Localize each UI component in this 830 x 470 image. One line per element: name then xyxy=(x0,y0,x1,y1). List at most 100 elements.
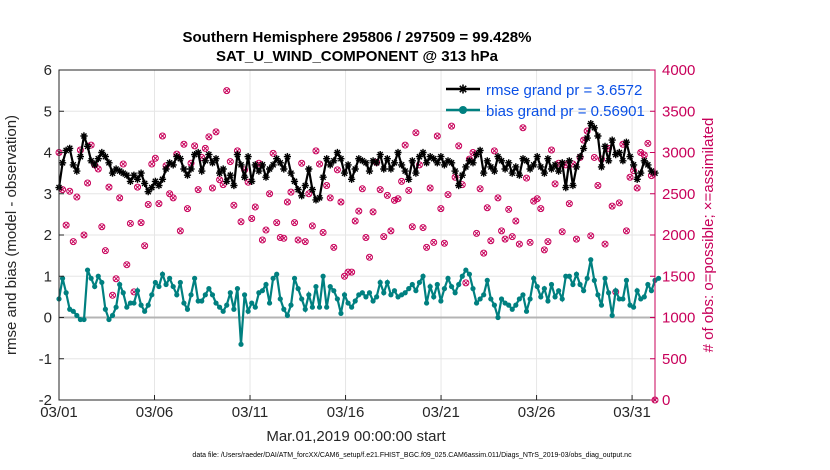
bias-point xyxy=(224,302,230,308)
rmse-point xyxy=(644,161,652,169)
rmse-point xyxy=(158,175,167,183)
bias-point xyxy=(573,271,580,277)
bias-point xyxy=(334,296,340,302)
assimilated-obs-point xyxy=(509,233,515,240)
assimilated-obs-point xyxy=(423,244,430,251)
bias-point xyxy=(481,292,487,298)
y2-tick-label: 1500 xyxy=(662,268,695,285)
rmse-point xyxy=(183,171,192,179)
possible-obs-point xyxy=(383,191,391,199)
possible-obs-point xyxy=(201,144,209,152)
assimilated-obs-point xyxy=(338,199,344,205)
bias-point xyxy=(84,267,91,273)
possible-obs-point xyxy=(483,204,491,212)
assimilated-obs-point xyxy=(99,223,105,230)
y2-tick-label: 0 xyxy=(662,392,670,409)
y2-tick-label: 4000 xyxy=(662,62,695,79)
rmse-point xyxy=(244,153,252,161)
possible-obs-point xyxy=(426,184,434,192)
bias-series xyxy=(56,257,662,347)
assimilated-obs-point xyxy=(430,239,437,246)
bias-point xyxy=(609,312,615,319)
rmse-point xyxy=(565,157,573,165)
rmse-point xyxy=(544,155,552,163)
rmse-point xyxy=(501,165,509,173)
bias-point xyxy=(452,290,458,296)
assimilated-obs-point xyxy=(323,182,330,189)
rmse-point xyxy=(355,155,363,163)
rmse-point xyxy=(101,153,109,161)
rmse-point xyxy=(619,157,627,165)
bias-point xyxy=(459,273,465,279)
possible-obs-point xyxy=(508,233,516,241)
possible-obs-point xyxy=(594,182,602,189)
assimilated-obs-point xyxy=(252,204,259,210)
assimilated-obs-point xyxy=(634,185,640,191)
rmse-point xyxy=(519,155,527,163)
rmse-point xyxy=(558,159,566,167)
rmse-point xyxy=(248,177,256,185)
rmse-point xyxy=(269,161,277,169)
y-tick-label: -1 xyxy=(39,351,52,368)
rmse-point xyxy=(376,151,384,159)
possible-obs-point xyxy=(355,207,363,215)
bias-point xyxy=(195,298,201,304)
rmse-point xyxy=(290,177,299,185)
rmse-point xyxy=(212,155,220,163)
rmse-point xyxy=(562,184,570,192)
possible-obs-point xyxy=(166,190,174,198)
assimilated-obs-point xyxy=(477,186,483,192)
rmse-point xyxy=(615,148,623,157)
assimilated-obs-point xyxy=(184,205,191,212)
rmse-point xyxy=(144,188,152,196)
rmse-point xyxy=(583,134,591,142)
possible-obs-point xyxy=(283,198,291,206)
legend-rmse-marker xyxy=(458,84,468,94)
rmse-point xyxy=(141,179,149,187)
rmse-point xyxy=(294,186,302,194)
bias-point xyxy=(145,302,151,308)
bias-point xyxy=(613,288,619,294)
rmse-point xyxy=(180,165,188,173)
bias-point xyxy=(74,312,80,319)
possible-obs-point xyxy=(590,153,598,161)
assimilated-obs-point xyxy=(384,192,391,199)
rmse-point xyxy=(458,171,466,179)
bias-point xyxy=(591,277,597,283)
rmse-point xyxy=(408,157,416,165)
possible-obs-point xyxy=(558,228,566,236)
assimilated-obs-point xyxy=(295,237,301,243)
rmse-point xyxy=(169,161,177,169)
possible-obs-point xyxy=(116,194,124,202)
chart-subtitle: SAT_U_WIND_COMPONENT @ 313 hPa xyxy=(216,48,499,65)
rmse-point xyxy=(569,181,577,190)
rmse-point xyxy=(344,161,352,169)
bias-point xyxy=(506,302,512,308)
y-axis-ticks: -2 -1 0 1 2 3 4 5 6 xyxy=(39,62,64,409)
possible-obs-point xyxy=(109,291,117,299)
rmse-point xyxy=(465,157,473,165)
assimilated-obs-point xyxy=(548,147,555,153)
assimilated-obs-point xyxy=(645,140,651,147)
bias-point xyxy=(541,286,547,292)
assimilated-obs-point xyxy=(145,201,151,208)
x-axis-label: Mar.01,2019 00:00:00 start xyxy=(266,428,446,445)
assimilated-obs-point xyxy=(206,134,212,140)
rmse-point xyxy=(119,169,127,177)
possible-obs-point xyxy=(308,222,316,230)
y-axis-label: rmse and bias (model - observation) xyxy=(3,115,20,355)
assimilated-obs-point xyxy=(141,242,148,249)
assimilated-obs-point xyxy=(566,200,573,207)
rmse-point xyxy=(401,167,409,175)
rmse-point xyxy=(80,132,88,140)
rmse-point xyxy=(91,161,99,169)
bias-point xyxy=(416,279,423,286)
rmse-point xyxy=(437,153,445,161)
rmse-point xyxy=(226,171,234,179)
bias-point xyxy=(163,281,169,288)
rmse-point xyxy=(87,157,95,165)
possible-obs-point xyxy=(533,195,541,203)
possible-obs-point xyxy=(526,238,534,246)
bias-point xyxy=(655,275,662,281)
rmse-point xyxy=(522,157,531,165)
